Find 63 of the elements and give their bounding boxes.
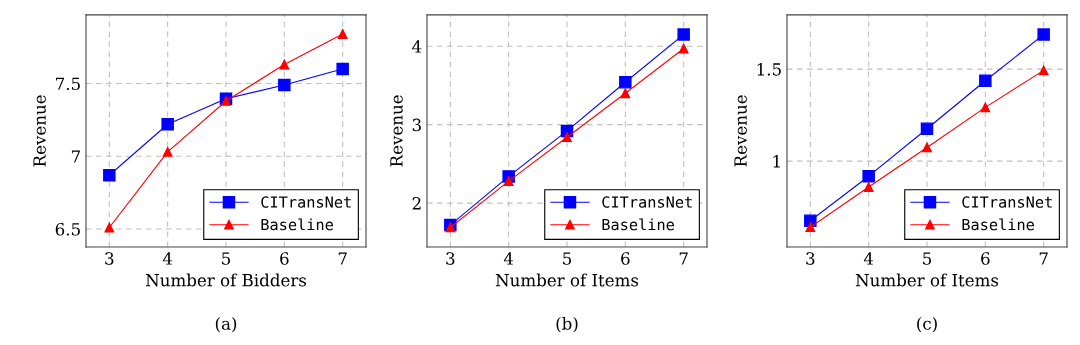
point	[221, 96, 231, 106]
y-axis-title: Revenue	[33, 95, 46, 167]
point	[162, 147, 173, 157]
legend-label: Baseline	[261, 218, 333, 231]
y-tick-label: 7.5	[56, 77, 80, 91]
x-tick-label: 6	[280, 252, 289, 265]
point	[562, 132, 572, 143]
legend-label: Baseline	[602, 218, 674, 231]
point	[678, 43, 689, 54]
x-tick-label: 5	[222, 252, 231, 265]
legend-label: CITransNet	[261, 196, 351, 208]
y-tick-label: 6.5	[55, 222, 80, 236]
legend-label: Baseline	[962, 218, 1034, 231]
point	[980, 102, 991, 113]
x-tick-label: 4	[503, 252, 514, 265]
x-tick-label: 5	[923, 252, 932, 265]
point	[104, 222, 115, 233]
point	[336, 62, 349, 76]
x-tick-label: 4	[863, 252, 874, 265]
y-axis-title: Revenue	[734, 95, 747, 167]
x-axis-title: Number of Items	[495, 273, 639, 287]
x-tick-label: 5	[563, 252, 572, 265]
point	[278, 78, 291, 92]
text: (c)	[917, 316, 937, 333]
x-axis-title: Number of Items	[855, 273, 999, 287]
y-tick-label: 1	[773, 155, 780, 168]
legend-label: CITransNet	[962, 196, 1052, 208]
point	[862, 169, 875, 183]
x-tick-label: 3	[446, 252, 455, 265]
x-tick-label: 6	[981, 252, 990, 265]
point	[161, 117, 174, 131]
point	[619, 76, 632, 89]
point	[337, 29, 348, 39]
x-tick-label: 6	[621, 252, 630, 265]
point	[920, 122, 934, 135]
y-tick-label: 1.5	[757, 63, 781, 76]
x-tick-label: 3	[105, 252, 114, 265]
point	[279, 59, 290, 70]
text: (a)	[215, 316, 237, 333]
point	[1037, 28, 1050, 41]
point	[103, 168, 116, 182]
point	[805, 222, 816, 233]
y-tick-label: 4	[412, 40, 422, 53]
point	[863, 182, 874, 192]
text: (b)	[556, 316, 578, 333]
point	[677, 28, 690, 41]
point	[979, 74, 992, 87]
legend-label: CITransNet	[602, 196, 692, 208]
point	[922, 142, 932, 153]
x-axis-title: Number of Bidders	[145, 273, 306, 287]
point	[503, 176, 514, 186]
x-tick-label: 3	[806, 252, 815, 265]
y-tick-label: 3	[412, 118, 421, 132]
y-axis-title: Revenue	[390, 95, 403, 167]
x-tick-label: 7	[338, 252, 347, 265]
x-tick-label: 7	[679, 252, 688, 265]
point	[620, 88, 631, 99]
point	[445, 222, 456, 233]
y-tick-label: 2	[412, 197, 421, 210]
point	[1038, 65, 1049, 76]
y-tick-label: 7	[71, 150, 80, 163]
x-tick-label: 4	[162, 252, 173, 265]
x-tick-label: 7	[1039, 252, 1048, 265]
